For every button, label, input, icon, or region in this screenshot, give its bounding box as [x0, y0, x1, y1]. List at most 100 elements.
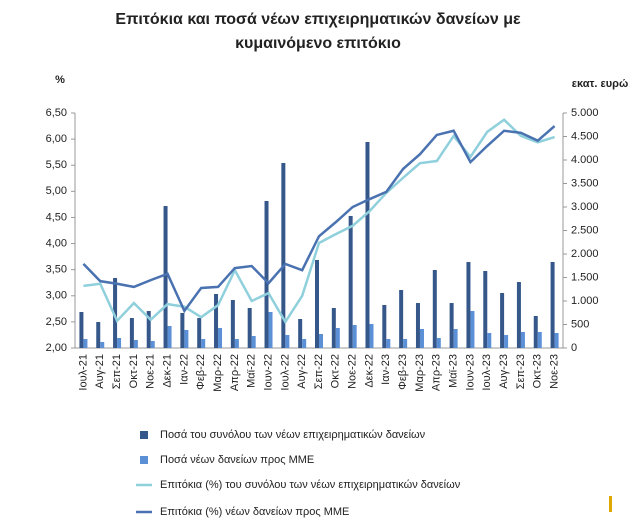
bar — [96, 322, 101, 348]
x-tick-label: Ιουλ-23 — [481, 354, 493, 391]
y2-axis-label: εκατ. ευρώ — [572, 78, 629, 90]
bar — [516, 282, 521, 348]
y2-tick-label: 500 — [571, 318, 589, 330]
x-tick-label: Σεπ-23 — [515, 354, 527, 389]
x-tick-label: Ιουλ-22 — [279, 354, 291, 391]
y-tick-label: 2,50 — [46, 316, 67, 328]
bar — [550, 261, 555, 348]
x-tick-label: Σεπ-21 — [111, 354, 123, 389]
bar — [100, 341, 105, 348]
bar — [234, 339, 239, 348]
legend-swatch — [140, 431, 148, 439]
y-tick-label: 3,50 — [46, 264, 67, 276]
x-tick-label: Αυγ-22 — [296, 354, 308, 389]
y2-tick-label: 1.500 — [571, 271, 599, 283]
bar — [382, 304, 387, 348]
bar — [129, 318, 134, 348]
decoration — [609, 496, 612, 512]
y2-tick-label: 4.500 — [571, 130, 599, 142]
line — [83, 118, 555, 325]
y2-tick-label: 1.000 — [571, 295, 599, 307]
bar — [79, 311, 84, 348]
bar — [214, 293, 219, 348]
bar — [184, 329, 189, 348]
bar — [315, 260, 319, 348]
bar — [319, 333, 323, 348]
bar — [331, 308, 336, 348]
bar — [251, 336, 256, 348]
bar — [487, 333, 492, 348]
bar — [163, 206, 168, 348]
bar — [302, 339, 307, 348]
y2-tick-label: 2.500 — [571, 224, 599, 236]
bar — [419, 329, 424, 348]
y2-tick-label: 5.000 — [571, 107, 599, 119]
bar — [386, 339, 391, 348]
y2-tick-label: 3.500 — [571, 177, 599, 189]
x-tick-label: Οκτ-22 — [330, 354, 342, 388]
bar — [500, 293, 505, 348]
bar — [466, 261, 471, 348]
x-tick-label: Ιουλ-21 — [77, 354, 89, 391]
x-tick-label: Ιουν-22 — [262, 354, 274, 391]
bar — [146, 311, 151, 348]
x-tick-label: Φεβ-23 — [397, 354, 409, 390]
bar — [230, 300, 235, 348]
legend-label: Ποσά του συνόλου των νέων επιχειρηματικώ… — [160, 429, 426, 441]
x-tick-label: Μαϊ-22 — [246, 354, 258, 388]
bar — [352, 325, 357, 348]
bar — [453, 329, 458, 348]
x-tick-label: Απρ-23 — [431, 354, 443, 391]
bar — [449, 303, 454, 348]
bar — [218, 327, 223, 348]
line — [82, 125, 556, 314]
x-tick-label: Νοε-21 — [145, 354, 157, 389]
legend-label: Επιτόκια (%) νέων δανείων προς ΜΜΕ — [160, 506, 349, 518]
y2-tick-label: 3.000 — [571, 201, 599, 213]
bar — [133, 340, 138, 348]
x-tick-label: Αυγ-23 — [498, 354, 510, 389]
bar — [504, 334, 509, 348]
bar — [399, 290, 404, 348]
x-tick-label: Οκτ-21 — [128, 354, 140, 388]
bar — [201, 339, 206, 348]
y2-tick-label: 0 — [571, 342, 577, 354]
x-tick-label: Οκτ-23 — [532, 354, 544, 388]
bar — [554, 333, 559, 348]
legend-label: Ποσά νέων δανείων προς ΜΜΕ — [160, 454, 314, 466]
x-tick-label: Ιουν-23 — [464, 354, 476, 391]
x-tick-label: Απρ-22 — [229, 354, 241, 391]
y-tick-label: 5,50 — [46, 159, 67, 171]
bar — [180, 312, 185, 348]
y-axis-label: % — [55, 74, 65, 86]
x-tick-label: Αυγ-21 — [94, 354, 106, 389]
bar — [520, 332, 525, 348]
bar — [281, 163, 286, 348]
y-tick-label: 3,00 — [46, 290, 67, 302]
bar — [285, 334, 290, 348]
bar — [432, 269, 437, 348]
y-tick-label: 5,00 — [46, 185, 67, 197]
bar — [197, 318, 202, 348]
bar — [150, 340, 155, 348]
bar — [298, 319, 303, 348]
bar — [83, 339, 88, 348]
x-tick-label: Ιαν-23 — [380, 354, 392, 385]
chart-title: κυμαινόμενο επιτόκιο — [235, 35, 401, 52]
y-tick-label: 4,50 — [46, 211, 67, 223]
x-tick-label: Μαρ-22 — [212, 354, 224, 392]
bar — [348, 215, 353, 348]
bar — [247, 308, 252, 348]
bar — [470, 311, 475, 348]
bar — [167, 326, 172, 348]
y2-tick-label: 4.000 — [571, 154, 599, 166]
bar — [268, 311, 273, 348]
bar — [537, 332, 542, 348]
legend-label: Επιτόκια (%) του συνόλου των νέων επιχει… — [160, 479, 461, 491]
bar — [415, 303, 420, 348]
x-tick-label: Δεκ-21 — [161, 354, 173, 388]
bar — [113, 278, 118, 348]
bar — [335, 327, 340, 348]
bar — [365, 141, 370, 348]
